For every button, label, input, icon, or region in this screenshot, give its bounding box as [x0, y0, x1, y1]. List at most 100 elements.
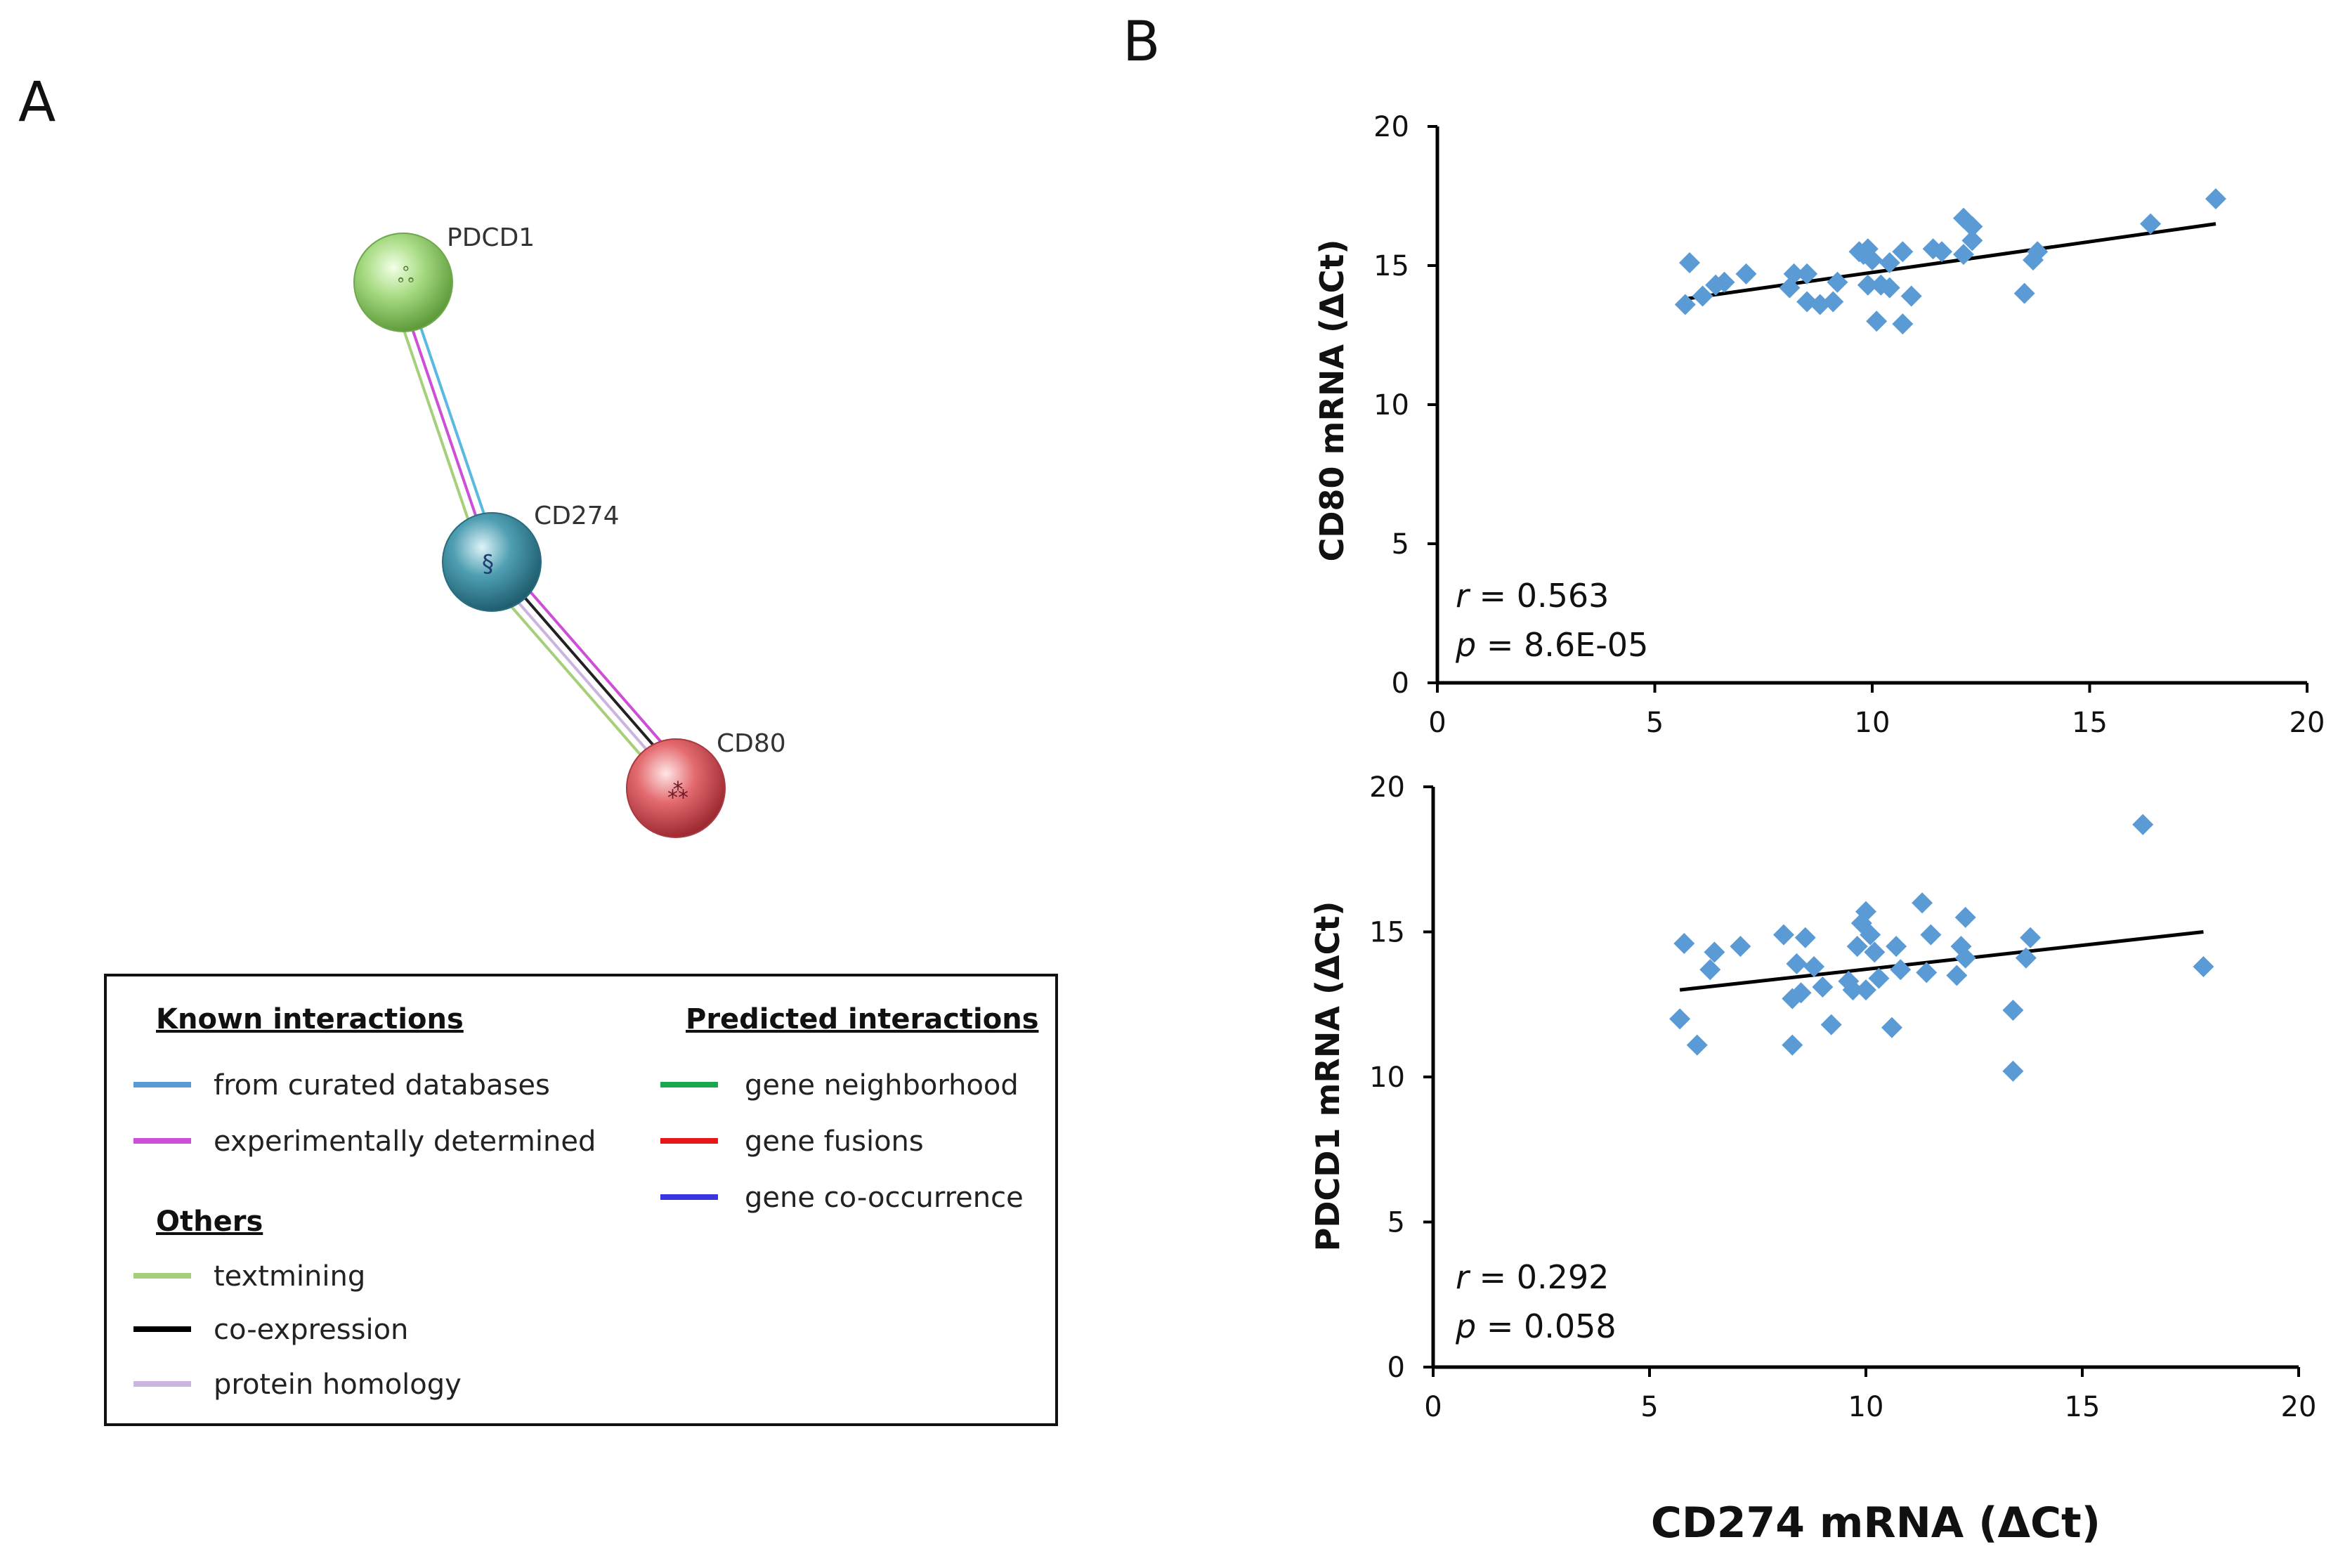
x-tick-label: 0 [1428, 707, 1446, 739]
network-node-cd274[interactable]: § CD274 [442, 502, 620, 612]
data-point [1868, 967, 1890, 989]
data-point [1890, 959, 1912, 981]
legend-item-fusions: gene fusions [745, 1125, 924, 1158]
edge-cd274-cd80 [493, 571, 667, 763]
data-point [1786, 953, 1808, 974]
network-node-pdcd1[interactable]: ஃ PDCD1 [353, 223, 535, 332]
data-point [1783, 263, 1805, 285]
panel-a-label: A [18, 71, 55, 134]
edge-protein-homology [499, 581, 654, 758]
data-point [1931, 241, 1953, 263]
data-point [1900, 285, 1922, 307]
y-tick-label: 10 [1373, 389, 1409, 422]
edge-textmining [393, 303, 476, 540]
data-point [1862, 249, 1883, 271]
data-point [1827, 271, 1848, 293]
network-node-cd80[interactable]: ⁂ CD80 [626, 729, 786, 838]
data-point [1772, 924, 1794, 946]
data-point [1954, 906, 1976, 928]
legend-frame [104, 974, 1058, 1426]
data-point [1879, 277, 1900, 299]
protein-structure-icon: ⁂ [667, 779, 688, 804]
legend-item-textmining: textmining [214, 1260, 365, 1293]
legend-item-curated: from curated databases [214, 1069, 550, 1102]
data-point [2205, 188, 2227, 209]
y-axis-title: PDCD1 mRNA (ΔCt) [1309, 901, 1347, 1252]
data-point [1881, 1017, 1902, 1038]
data-point [1892, 313, 1914, 335]
data-point [1822, 291, 1844, 313]
data-point [1812, 976, 1834, 998]
legend-item-neighborhood: gene neighborhood [745, 1069, 1019, 1102]
x-tick-label: 20 [2281, 1391, 2317, 1423]
x-tick-label: 10 [1855, 707, 1890, 739]
edge-curated-databases [410, 300, 493, 537]
x-tick-label: 5 [1640, 1391, 1658, 1423]
data-point [2002, 1000, 2024, 1021]
legend-item-cooccurrence: gene co-occurrence [745, 1182, 1024, 1214]
data-point [1713, 271, 1735, 293]
y-tick-label: 10 [1369, 1061, 1405, 1094]
legend-item-coexpression: co-expression [214, 1314, 408, 1346]
stat-r: r = 0.292 [1456, 1258, 1609, 1296]
data-point [1796, 263, 1818, 285]
data-point [1704, 941, 1725, 963]
scatter-plot-pdcd1: r = 0.292 p = 0.058 PDCD1 mRNA (ΔCt) 0 5 1… [1309, 771, 2316, 1423]
data-point [1866, 311, 1888, 332]
data-point [1860, 924, 1881, 946]
data-point [2193, 956, 2214, 978]
network-edges [393, 300, 667, 763]
data-point [1782, 1034, 1803, 1056]
data-point [1790, 982, 1812, 1004]
stat-r: r = 0.563 [1456, 577, 1609, 615]
legend-item-homology: protein homology [214, 1368, 462, 1401]
y-tick-label: 20 [1373, 111, 1409, 143]
data-point [1952, 244, 1974, 266]
data-point [1794, 927, 1816, 948]
data-point [1699, 959, 1721, 981]
x-tick-label: 5 [1646, 707, 1664, 739]
data-point [2013, 282, 2035, 304]
y-axis-title: CD80 mRNA (ΔCt) [1313, 240, 1351, 562]
y-tick-label: 0 [1392, 667, 1409, 700]
data-point [1842, 979, 1864, 1001]
data-point [1820, 1014, 1842, 1035]
x-tick-label: 20 [2290, 707, 2325, 739]
x-tick-label: 15 [2072, 707, 2108, 739]
protein-structure-icon: § [482, 550, 494, 578]
node-label: CD80 [717, 729, 786, 758]
data-point [1879, 252, 1900, 274]
y-tick-label: 5 [1392, 528, 1409, 561]
trend-line [1685, 222, 2216, 301]
data-point [1864, 941, 1886, 963]
data-point [1912, 892, 1933, 914]
scatter-plot-cd80: r = 0.563 p = 8.6E-05 CD80 mRNA (ΔCt) 0 5… [1313, 111, 2325, 739]
node-label: PDCD1 [447, 223, 535, 252]
data-point [1961, 230, 1983, 251]
data-point [1735, 263, 1757, 285]
x-axis-title: CD274 mRNA (ΔCt) [1651, 1498, 2101, 1548]
data-point [1846, 936, 1868, 958]
y-tick-label: 0 [1387, 1352, 1405, 1384]
x-tick-label: 0 [1424, 1391, 1442, 1423]
data-point [2020, 927, 2042, 948]
data-point [1803, 956, 1825, 978]
node-sphere [626, 738, 726, 838]
x-tick-label: 10 [1848, 1391, 1884, 1423]
data-point [1857, 274, 1879, 296]
edge-textmining [493, 586, 648, 763]
stat-p: p = 8.6E-05 [1455, 626, 1648, 664]
data-point [1855, 901, 1876, 922]
data-point [2015, 947, 2037, 969]
data-point [1920, 924, 1942, 946]
node-label: CD274 [534, 502, 620, 530]
data-point [1855, 979, 1876, 1001]
data-point [1916, 962, 1938, 984]
edge-experimental [402, 301, 485, 539]
y-tick-label: 20 [1369, 771, 1405, 804]
data-point [1961, 216, 1983, 237]
data-point [1679, 252, 1701, 274]
data-point [1892, 241, 1914, 263]
edge-experimental [512, 571, 667, 748]
node-sphere [353, 233, 453, 332]
